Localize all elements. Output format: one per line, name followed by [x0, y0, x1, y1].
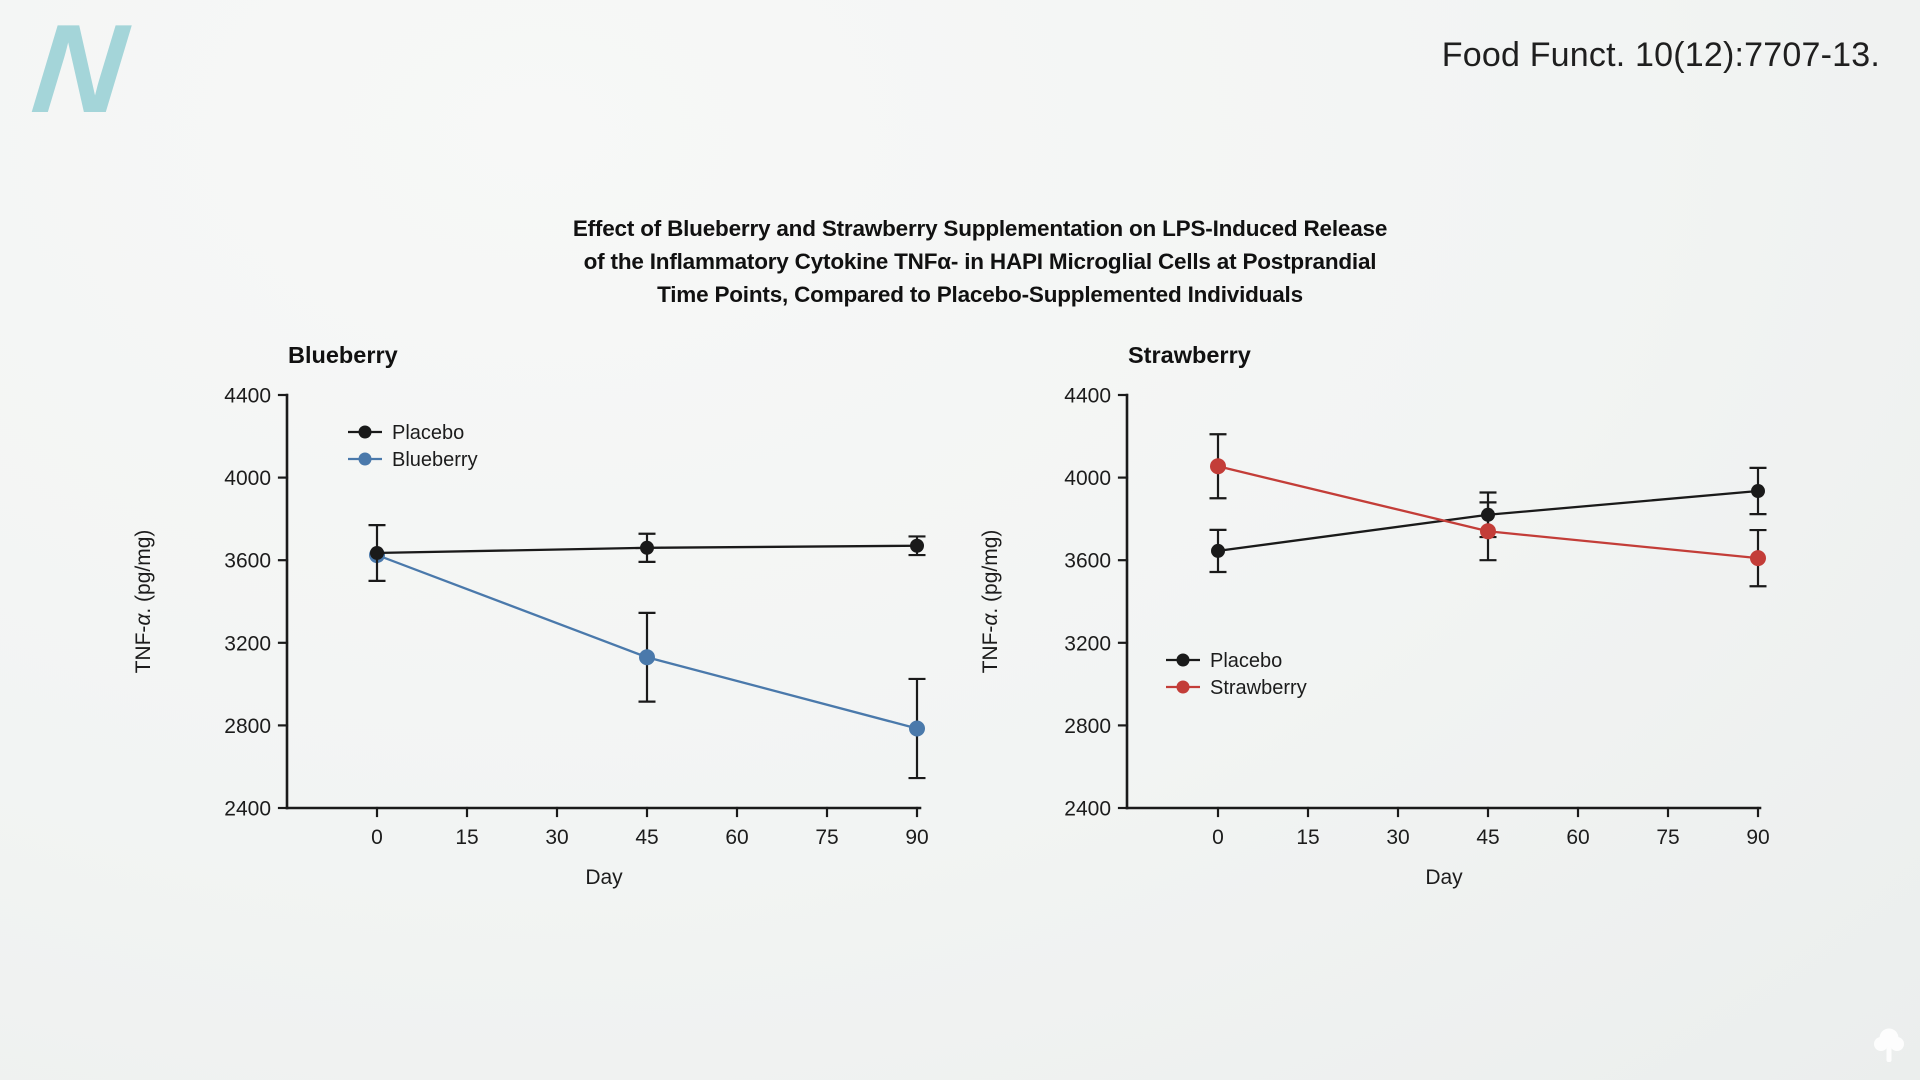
axes: [1117, 393, 1762, 818]
figure-title-line2: of the Inflammatory Cytokine TNFα- in HA…: [583, 249, 1377, 274]
legend: Placebo Blueberry: [348, 422, 478, 471]
figure-title: Effect of Blueberry and Strawberry Suppl…: [540, 212, 1420, 311]
data-point: [640, 540, 654, 555]
x-tick-label: 15: [1296, 826, 1319, 849]
data-point: [909, 720, 925, 737]
y-tick-label: 2400: [1064, 798, 1111, 821]
data-point: [370, 545, 384, 560]
axes: [277, 393, 922, 818]
data-point: [1751, 484, 1765, 499]
tree-icon: [1874, 1028, 1904, 1062]
legend-label: Blueberry: [392, 449, 478, 471]
x-tick-label: 75: [815, 826, 838, 849]
y-tick-label: 4400: [224, 385, 271, 408]
y-tick-label: 4400: [1064, 385, 1111, 408]
data-point: [910, 538, 924, 553]
series-strawberry: [1209, 433, 1767, 588]
legend-label: Placebo: [392, 422, 464, 444]
series-blueberry: [369, 547, 926, 780]
x-tick-label: 75: [1656, 826, 1679, 849]
chart-title: Blueberry: [288, 342, 398, 368]
series-placebo: [368, 523, 926, 582]
chart-strawberry: 2400 2800 3200 3600 4000 4400 0 15 30 45 60 75 90 Day…: [979, 342, 1770, 889]
y-tick-label: 4000: [1064, 467, 1111, 490]
x-tick-label: 60: [1566, 826, 1589, 849]
y-tick-label: 4000: [224, 467, 271, 490]
y-tick-label: 3600: [224, 550, 271, 573]
y-tick-label: 2800: [224, 715, 271, 738]
data-point: [1210, 458, 1226, 475]
y-tick-label: 2400: [224, 798, 271, 821]
data-point: [1211, 543, 1225, 558]
x-tick-label: 90: [905, 826, 928, 849]
legend-marker-dot: [1176, 653, 1190, 667]
y-axis-title: TNF-α. (pg/mg): [132, 530, 155, 674]
legend-label: Strawberry: [1210, 677, 1307, 699]
legend-marker-dot: [358, 425, 372, 439]
data-point: [1480, 523, 1496, 540]
y-tick-label: 3200: [1064, 632, 1111, 655]
legend-marker-dot: [1176, 680, 1190, 694]
x-axis-title: Day: [585, 866, 623, 889]
data-point: [1750, 550, 1766, 567]
y-tick-label: 3200: [224, 632, 271, 655]
x-tick-label: 60: [725, 826, 748, 849]
legend-marker-dot: [358, 452, 372, 466]
journal-citation: Food Funct. 10(12):7707-13.: [1441, 36, 1880, 74]
data-point: [639, 649, 655, 666]
x-tick-label: 0: [1212, 826, 1224, 849]
figure-title-line1: Effect of Blueberry and Strawberry Suppl…: [572, 216, 1388, 241]
x-tick-label: 0: [371, 826, 383, 849]
x-tick-label: 45: [1476, 826, 1499, 849]
x-tick-label: 15: [455, 826, 478, 849]
figure-title-line3: Time Points, Compared to Placebo-Supplem…: [657, 282, 1303, 307]
x-tick-label: 30: [1386, 826, 1409, 849]
y-tick-label: 3600: [1064, 550, 1111, 573]
x-tick-label: 30: [545, 826, 568, 849]
legend-label: Placebo: [1210, 650, 1282, 672]
chart-blueberry: 2400 2800 3200 3600 4000 4400 0 15 30 45 60 75 90 Day…: [132, 342, 929, 889]
y-tick-label: 2800: [1064, 715, 1111, 738]
legend: Placebo Strawberry: [1166, 650, 1307, 699]
x-tick-label: 45: [635, 826, 658, 849]
x-axis-title: Day: [1425, 866, 1463, 889]
x-tick-label: 90: [1746, 826, 1769, 849]
chart-title: Strawberry: [1128, 342, 1251, 368]
y-axis-title: TNF-α. (pg/mg): [979, 530, 1002, 674]
